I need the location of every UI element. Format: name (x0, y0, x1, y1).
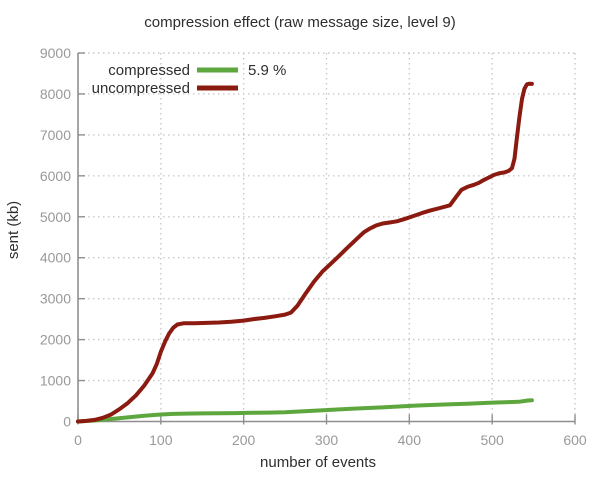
x-tick-label: 100 (149, 432, 173, 448)
x-tick-label: 300 (315, 432, 339, 448)
y-tick-label: 1000 (40, 373, 71, 389)
axis-tick-labels: 0 1000 2000 3000 4000 5000 6000 7000 8000 9000 0 10… (40, 45, 587, 448)
series-line-uncompressed (76, 81, 534, 424)
x-tick-label: 600 (563, 432, 587, 448)
y-tick-label: 9000 (40, 45, 71, 61)
y-tick-label: 7000 (40, 127, 71, 143)
y-tick-label: 6000 (40, 168, 71, 184)
x-axis-title: number of events (260, 454, 376, 471)
series-line-compressed (76, 398, 534, 424)
y-axis-title: sent (kb) (5, 201, 22, 259)
legend-label-compressed: compressed (108, 62, 190, 79)
x-tick-label: 500 (480, 432, 504, 448)
gridlines (78, 52, 576, 422)
y-tick-label: 5000 (40, 209, 71, 225)
x-tick-label: 400 (398, 432, 422, 448)
y-tick-label: 8000 (40, 86, 71, 102)
legend-label-uncompressed: uncompressed (92, 80, 190, 97)
chart-title: compression effect (raw message size, le… (144, 14, 456, 31)
axis-borders (77, 53, 575, 423)
data-series (76, 81, 534, 424)
y-tick-label: 3000 (40, 291, 71, 307)
legend: compressed 5.9 % uncompressed (92, 62, 287, 97)
legend-value-compressed: 5.9 % (248, 62, 286, 79)
x-tick-label: 0 (74, 432, 82, 448)
y-tick-label: 2000 (40, 332, 71, 348)
y-tick-label: 4000 (40, 250, 71, 266)
y-tick-label: 0 (63, 414, 71, 430)
x-tick-label: 200 (232, 432, 256, 448)
